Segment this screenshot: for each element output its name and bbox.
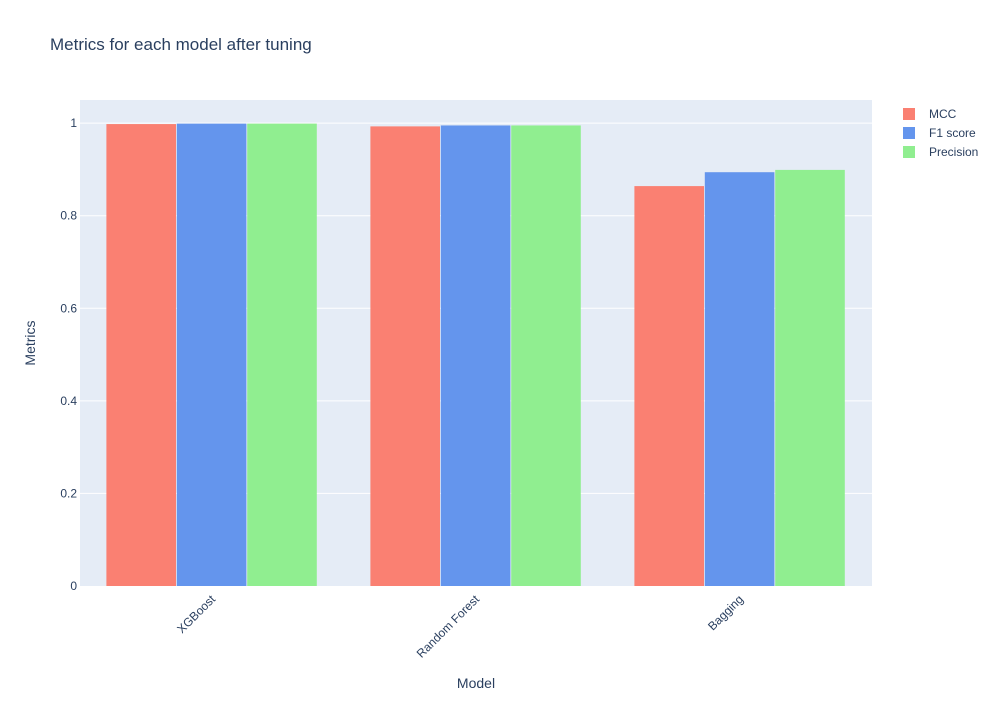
bar xyxy=(370,126,440,586)
x-tick-label: Random Forest xyxy=(414,592,483,661)
legend-item[interactable]: MCC xyxy=(903,107,957,121)
x-tick-label: Bagging xyxy=(705,592,746,633)
bar xyxy=(176,123,247,586)
bar xyxy=(106,124,176,586)
legend: MCC F1 score Precision xyxy=(903,107,978,159)
legend-item[interactable]: Precision xyxy=(903,145,978,159)
y-tick-label: 0.8 xyxy=(60,209,77,223)
x-axis-label: Model xyxy=(457,675,495,691)
x-tick-label: XGBoost xyxy=(174,592,218,636)
y-tick-label: 0.2 xyxy=(60,486,77,500)
bar xyxy=(775,169,845,587)
legend-label: MCC xyxy=(929,107,957,121)
legend-item[interactable]: F1 score xyxy=(903,126,976,140)
y-axis-label: Metrics xyxy=(22,320,38,365)
bar xyxy=(511,125,581,586)
y-axis-ticks: 0 0.2 0.4 0.6 0.8 1 xyxy=(60,116,77,593)
x-axis-ticks: XGBoost Random Forest Bagging xyxy=(174,592,746,661)
legend-swatch xyxy=(903,108,915,120)
y-tick-label: 0.6 xyxy=(60,301,77,315)
y-tick-label: 1 xyxy=(70,116,77,130)
legend-label: Precision xyxy=(929,145,978,159)
legend-swatch xyxy=(903,146,915,158)
bar xyxy=(440,125,511,586)
bar xyxy=(704,172,775,586)
bars xyxy=(106,123,845,587)
bar xyxy=(247,123,317,586)
chart-title: Metrics for each model after tuning xyxy=(50,35,312,54)
legend-label: F1 score xyxy=(929,126,976,140)
legend-swatch xyxy=(903,127,915,139)
y-tick-label: 0 xyxy=(70,579,77,593)
y-tick-label: 0.4 xyxy=(60,394,77,408)
bar xyxy=(634,186,704,586)
